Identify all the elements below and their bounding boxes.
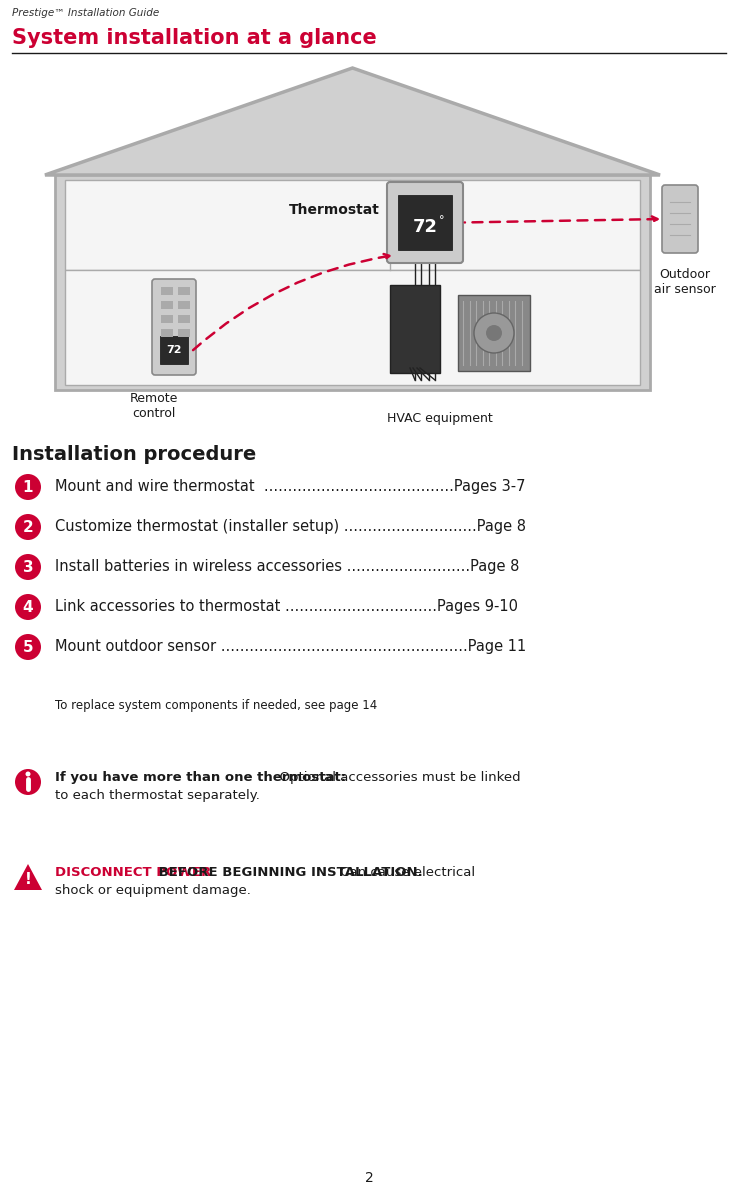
Text: Prestige™ Installation Guide: Prestige™ Installation Guide — [12, 8, 159, 18]
Text: 4: 4 — [23, 599, 33, 615]
Text: To replace system components if needed, see page 14: To replace system components if needed, … — [55, 699, 377, 712]
FancyBboxPatch shape — [662, 185, 698, 253]
Circle shape — [15, 474, 41, 500]
Polygon shape — [14, 864, 42, 890]
Text: Installation procedure: Installation procedure — [12, 445, 256, 464]
Text: Link accessories to thermostat ................................Pages 9-10: Link accessories to thermostat .........… — [55, 599, 518, 615]
Text: shock or equipment damage.: shock or equipment damage. — [55, 884, 251, 897]
Circle shape — [474, 313, 514, 353]
Bar — [161, 301, 173, 309]
Text: Thermostat: Thermostat — [289, 203, 380, 217]
Bar — [178, 315, 190, 323]
Bar — [65, 180, 640, 269]
Bar — [390, 285, 440, 373]
Polygon shape — [45, 68, 660, 174]
Text: Can cause electrical: Can cause electrical — [336, 867, 475, 880]
Text: Mount outdoor sensor ....................................................Page 11: Mount outdoor sensor ...................… — [55, 640, 526, 654]
Text: !: ! — [24, 872, 32, 888]
Text: System installation at a glance: System installation at a glance — [12, 28, 377, 47]
Text: Outdoor
air sensor: Outdoor air sensor — [654, 268, 716, 296]
Circle shape — [15, 634, 41, 660]
Text: Customize thermostat (installer setup) ............................Page 8: Customize thermostat (installer setup) .… — [55, 520, 526, 534]
Bar — [161, 287, 173, 296]
Bar — [178, 301, 190, 309]
Bar — [161, 315, 173, 323]
Bar — [55, 174, 650, 391]
Text: 2: 2 — [365, 1172, 373, 1185]
Text: 3: 3 — [23, 559, 33, 575]
Text: 5: 5 — [23, 640, 33, 654]
Bar — [458, 296, 530, 372]
Text: Remote
control: Remote control — [130, 392, 178, 420]
FancyBboxPatch shape — [152, 279, 196, 375]
Bar — [178, 329, 190, 337]
Text: DISCONNECT POWER: DISCONNECT POWER — [55, 867, 211, 880]
Circle shape — [26, 772, 30, 776]
Bar — [160, 336, 188, 364]
Bar — [161, 329, 173, 337]
Text: HVAC equipment: HVAC equipment — [387, 412, 493, 425]
Text: If you have more than one thermostat:: If you have more than one thermostat: — [55, 772, 346, 783]
Circle shape — [15, 514, 41, 540]
Text: BEFORE BEGINNING INSTALLATION.: BEFORE BEGINNING INSTALLATION. — [154, 867, 423, 880]
FancyBboxPatch shape — [387, 182, 463, 264]
Circle shape — [486, 325, 502, 341]
Text: 72: 72 — [166, 345, 182, 355]
Circle shape — [15, 769, 41, 795]
Text: 2: 2 — [23, 520, 33, 534]
Bar — [398, 195, 452, 250]
Text: 72: 72 — [413, 218, 438, 236]
Circle shape — [15, 594, 41, 620]
Text: Optional accessories must be linked: Optional accessories must be linked — [272, 772, 521, 783]
Bar — [65, 269, 640, 385]
Bar — [178, 287, 190, 296]
Text: Install batteries in wireless accessories ..........................Page 8: Install batteries in wireless accessorie… — [55, 559, 520, 575]
Text: 1: 1 — [23, 480, 33, 495]
Text: °: ° — [439, 216, 445, 226]
Text: to each thermostat separately.: to each thermostat separately. — [55, 789, 260, 802]
Text: Mount and wire thermostat  ........................................Pages 3-7: Mount and wire thermostat ..............… — [55, 480, 525, 495]
Circle shape — [15, 554, 41, 580]
